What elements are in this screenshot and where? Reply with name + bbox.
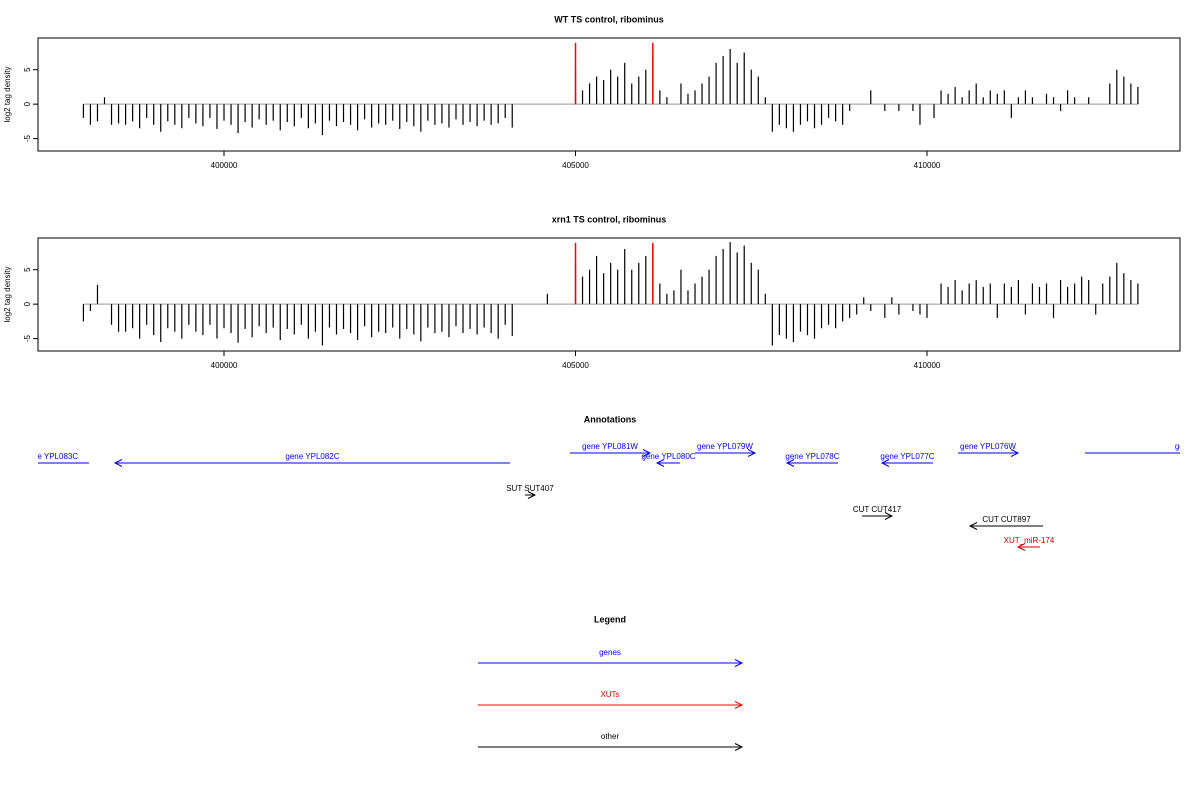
feature-label: gene YPL081W [582,442,638,451]
y-tick-label: -5 [23,134,32,142]
feature-label: gene YPL075W [1175,442,1200,451]
arrow-head [1010,449,1020,457]
y-axis-label: log2 tag density [3,66,12,122]
arrow-head [884,512,894,520]
feature-label: gene YPL080C [641,452,695,461]
y-tick-label: 5 [23,267,32,272]
arrow-head [734,701,744,709]
legend-title: Legend [594,614,626,624]
feature-label: CUT CUT417 [853,505,902,514]
feature-label: CUT CUT897 [982,515,1031,524]
x-tick-label: 410000 [914,161,941,170]
feature-label: gene YPL078C [785,452,839,461]
arrow-head [1016,543,1026,551]
feature-label: gene YPL082C [285,452,339,461]
feature-label: gene YPL076W [960,442,1016,451]
annotations-title: Annotations [584,414,637,424]
y-axis-label: log2 tag density [3,266,12,322]
legend-label: XUTs [600,690,619,699]
legend-label: other [601,732,620,741]
x-tick-label: 410000 [914,361,941,370]
feature-label: XUT_miR-174 [1004,536,1055,545]
arrow-head [747,449,757,457]
feature-label: gene YPL079W [697,442,753,451]
x-tick-label: 405000 [562,361,589,370]
arrow-head [13,460,20,467]
arrow-head [113,459,123,467]
x-tick-label: 400000 [211,361,238,370]
arrow-head [734,659,744,667]
legend-label: genes [599,648,621,657]
y-tick-label: 0 [23,301,32,306]
chart-title: WT TS control, ribominus [554,14,664,24]
arrow-head [642,449,652,457]
arrow-head [734,743,744,751]
chart-title: xrn1 TS control, ribominus [552,214,667,224]
y-tick-label: -5 [23,334,32,342]
x-tick-label: 405000 [562,161,589,170]
plot-frame [37,237,1181,352]
arrow-head [655,459,665,467]
plot-frame [37,37,1181,152]
arrow-head [880,459,890,467]
y-tick-label: 5 [23,67,32,72]
arrow-head [527,491,537,499]
feature-label: gene YPL077C [880,452,934,461]
feature-label: SUT SUT407 [506,484,554,493]
y-tick-label: 0 [23,101,32,106]
x-tick-label: 400000 [211,161,238,170]
arrow-head [968,522,978,530]
feature-label: gene YPL083C [24,452,78,461]
arrow-head [785,459,795,467]
